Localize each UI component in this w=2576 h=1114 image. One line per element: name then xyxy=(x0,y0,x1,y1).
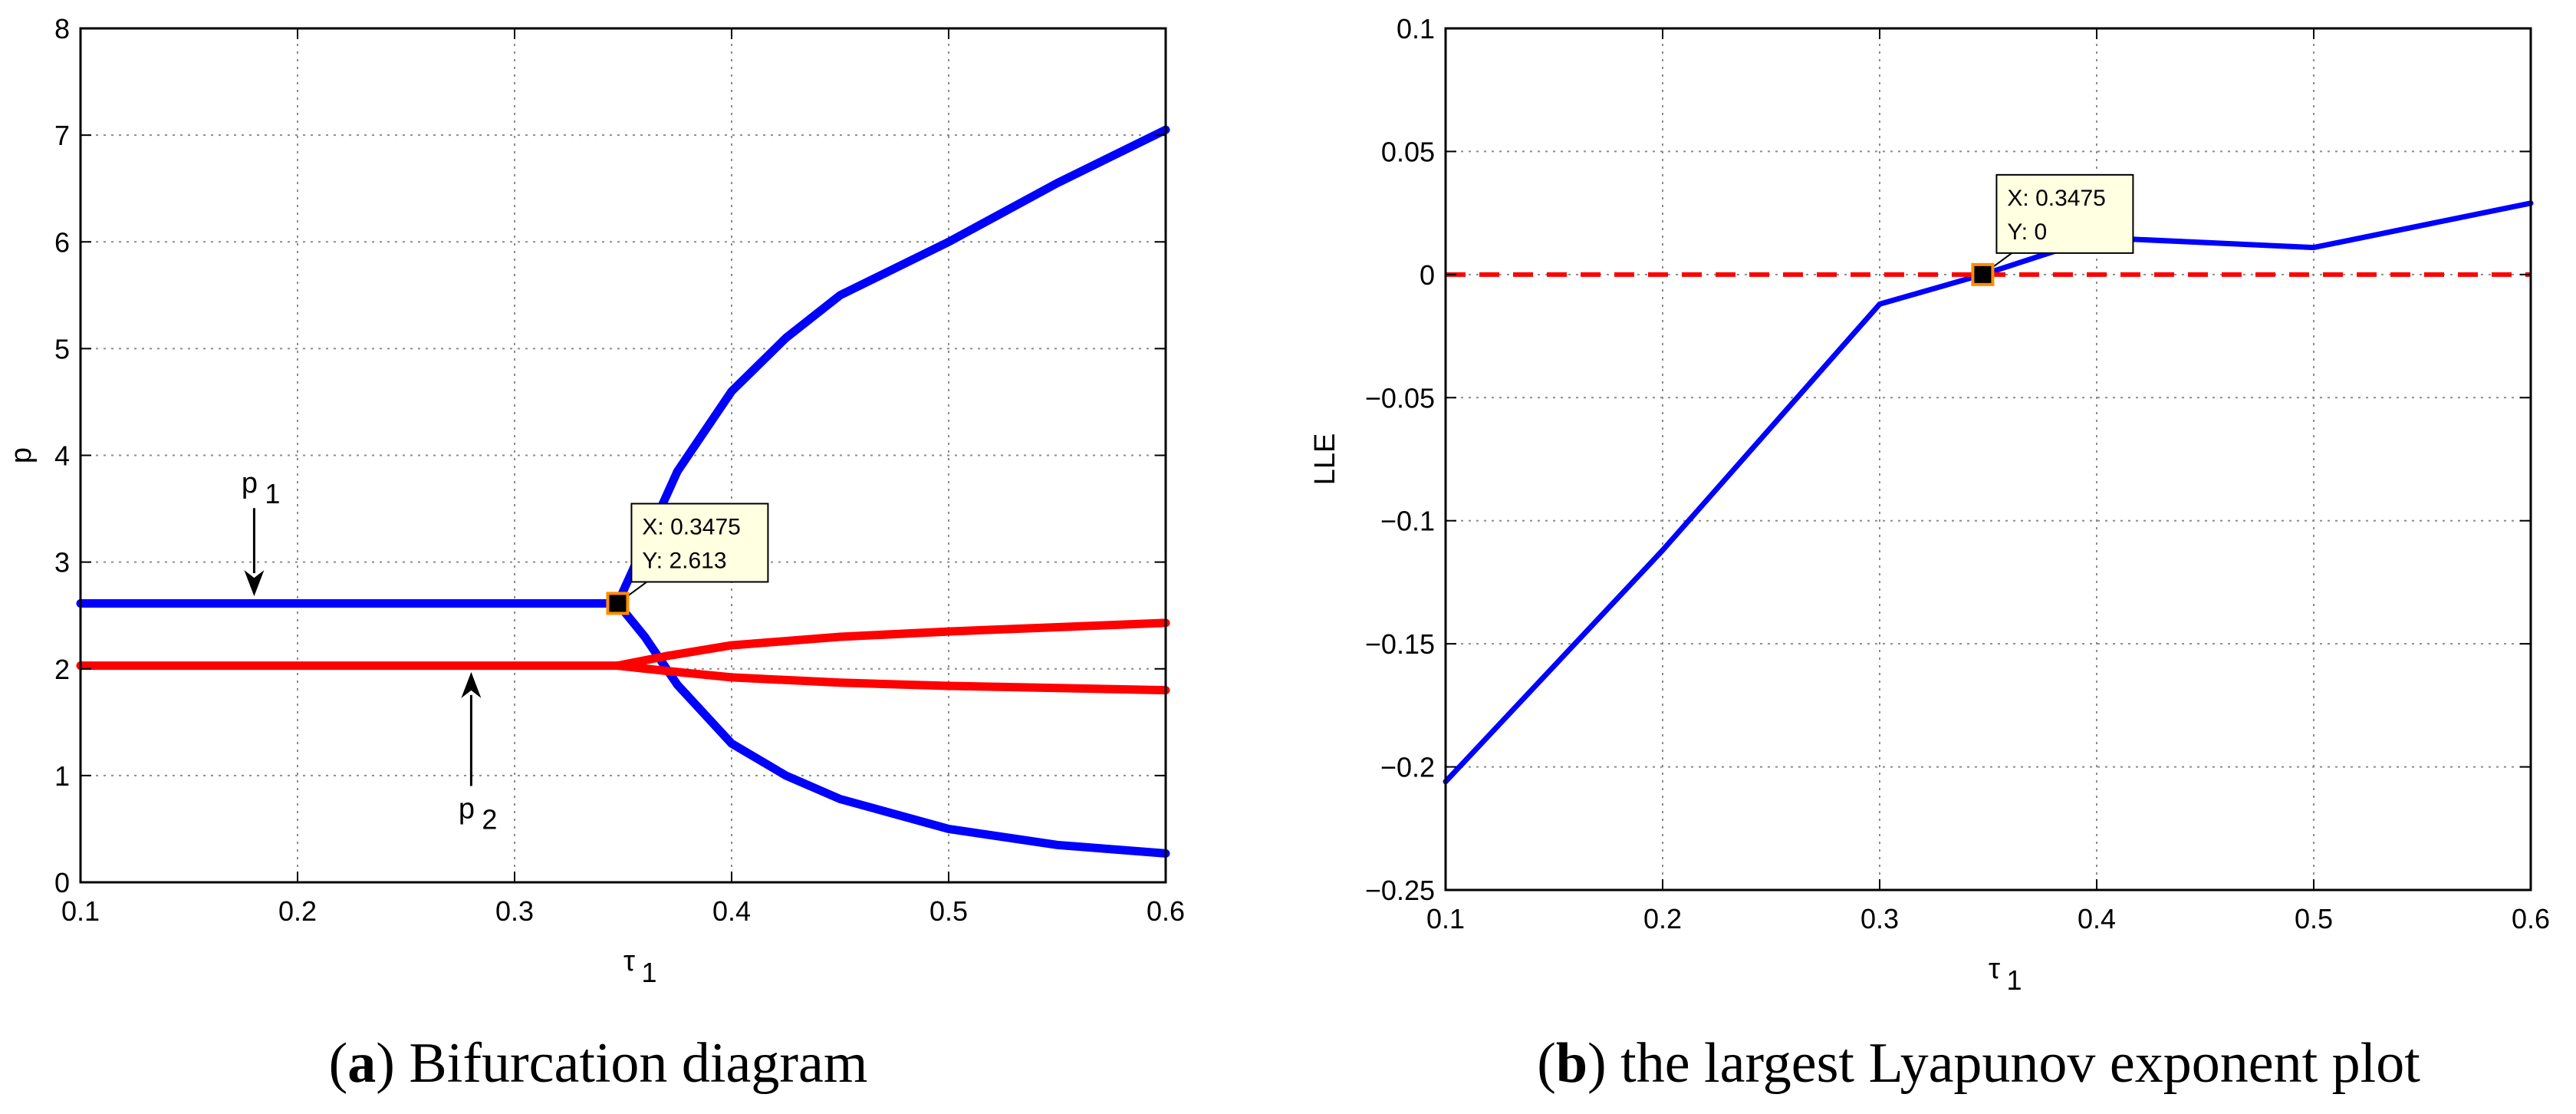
y-axis-label: p xyxy=(5,447,38,463)
y-tick-label: 3 xyxy=(54,547,70,578)
y-tick-label: −0.25 xyxy=(1365,875,1435,906)
x-tick-label: 0.2 xyxy=(278,895,317,927)
p1-label-subscript: 1 xyxy=(265,478,280,509)
series-p2-lower-branch xyxy=(613,661,1170,695)
datatip-marker xyxy=(606,592,630,615)
p2-label-subscript: 2 xyxy=(482,804,497,836)
y-tick-label: 5 xyxy=(54,333,70,364)
x-axis-label: τ xyxy=(1989,953,2000,985)
y-tick-label: 6 xyxy=(54,226,70,258)
x-tick-label: 0.5 xyxy=(2295,903,2333,934)
x-tick-label: 0.4 xyxy=(712,895,751,927)
y-tick-label: 1 xyxy=(54,760,70,792)
y-tick-label: 7 xyxy=(54,120,70,151)
y-tick-label: 8 xyxy=(54,13,70,44)
series-p2-upper-branch xyxy=(613,618,1170,671)
caption-letter: a xyxy=(347,1032,376,1095)
datatip-y-text: Y: 0 xyxy=(2007,219,2047,245)
caption-text: Bifurcation diagram xyxy=(409,1032,867,1095)
y-tick-label: 0 xyxy=(1420,259,1435,291)
x-tick-label: 0.3 xyxy=(1860,903,1899,934)
datatip-box xyxy=(1995,173,2134,254)
plot-frame xyxy=(1444,27,2532,892)
y-tick-label: 0 xyxy=(54,867,70,898)
caption-letter: b xyxy=(1556,1032,1587,1095)
y-tick-label: 4 xyxy=(54,440,70,472)
x-tick-label: 0.3 xyxy=(495,895,534,927)
x-tick-label: 0.6 xyxy=(1147,895,1185,927)
datatip-y-text: Y: 2.613 xyxy=(642,548,726,573)
caption-close-paren: ) xyxy=(376,1032,409,1095)
x-axis-label-subscript: 1 xyxy=(2006,964,2022,996)
caption-open-paren: ( xyxy=(1537,1032,1556,1095)
y-tick-label: −0.05 xyxy=(1365,382,1435,414)
caption: (b) the largest Lyapunov exponent plot xyxy=(1537,1032,2420,1095)
datatip-box xyxy=(630,503,769,583)
p2-label-arrow-head xyxy=(461,671,482,698)
x-tick-label: 0.4 xyxy=(2078,903,2116,934)
datatip-x-text: X: 0.3475 xyxy=(642,514,740,539)
datatip-marker xyxy=(1971,262,1995,286)
x-tick-label: 0.6 xyxy=(2512,903,2550,934)
series-lle xyxy=(1443,200,2534,785)
datatip-x-text: X: 0.3475 xyxy=(2007,186,2105,211)
y-tick-label: −0.15 xyxy=(1365,628,1435,660)
panel-b-lyapunov: 0.1 0.2 0.3 0.4 0.5 0.6 −0.25 −0.2 −0.15 −0.1 −0.0… xyxy=(1309,13,2550,1095)
x-tick-label: 0.5 xyxy=(929,895,968,927)
y-tick-label: −0.2 xyxy=(1380,752,1435,783)
series-p1-lower-branch xyxy=(613,599,1170,858)
caption-open-paren: ( xyxy=(329,1032,348,1095)
p1-label-arrow-head xyxy=(244,570,265,597)
x-tick-label: 0.1 xyxy=(61,895,100,927)
y-tick-label: 2 xyxy=(54,654,70,685)
x-tick-label: 0.2 xyxy=(1643,903,1682,934)
p2-label-text: p xyxy=(459,793,475,826)
y-tick-label: 0.05 xyxy=(1381,136,1435,167)
caption-text: the largest Lyapunov exponent plot xyxy=(1620,1032,2420,1095)
caption: (a) Bifurcation diagram xyxy=(329,1032,868,1095)
y-axis-label: LLE xyxy=(1309,433,1341,486)
p1-label-text: p xyxy=(242,467,258,499)
caption-close-paren: ) xyxy=(1587,1032,1620,1095)
x-axis-label-subscript: 1 xyxy=(641,957,656,988)
y-tick-label: −0.1 xyxy=(1380,506,1435,537)
y-tick-label: 0.1 xyxy=(1397,13,1435,44)
x-axis-label: τ xyxy=(623,945,635,977)
x-tick-label: 0.1 xyxy=(1426,903,1465,934)
